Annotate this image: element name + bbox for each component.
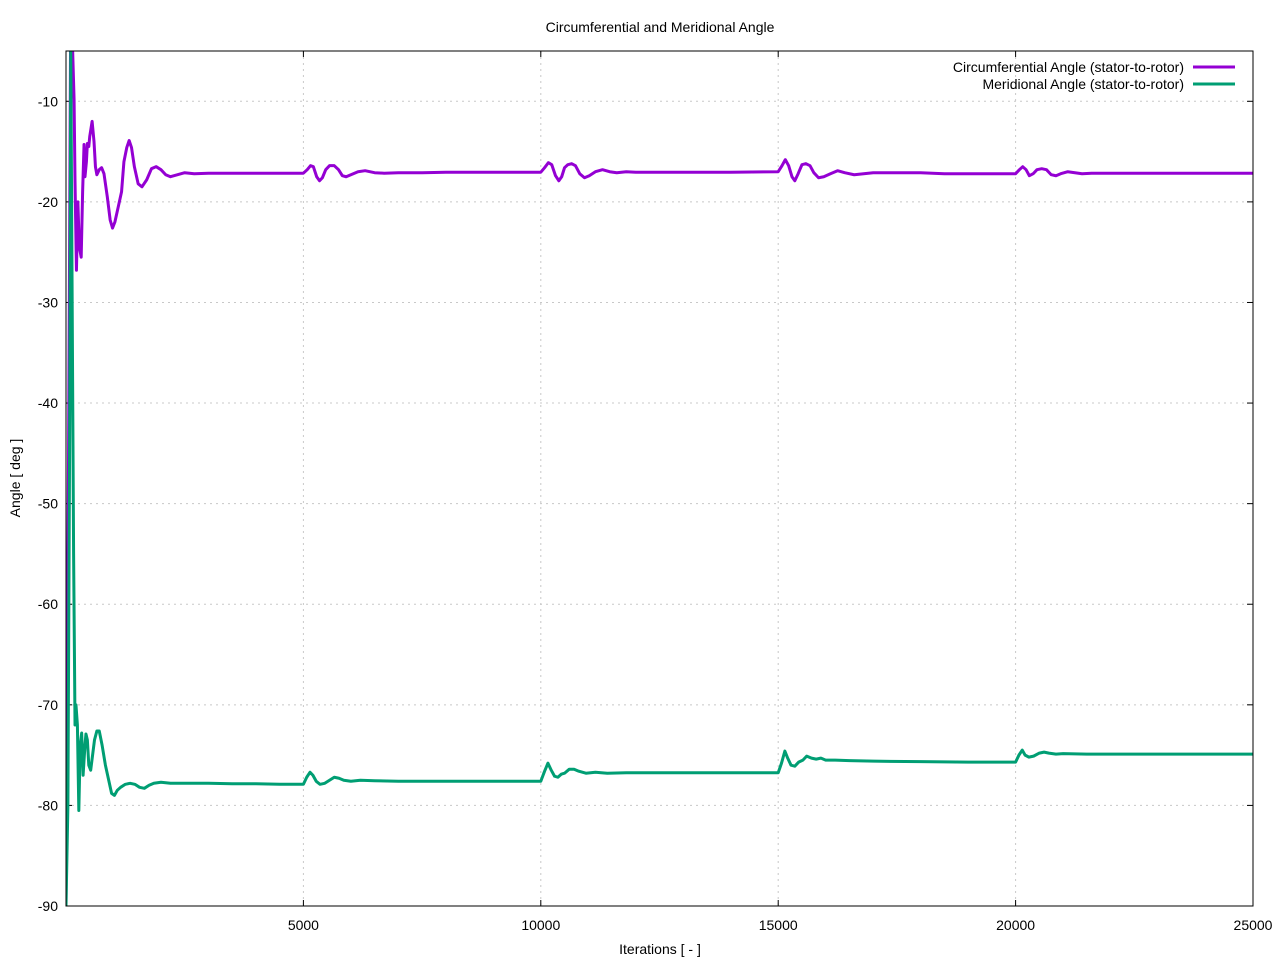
y-tick-label: -10 [38, 93, 58, 109]
y-tick-label: -30 [38, 294, 58, 310]
y-tick-label: -50 [38, 496, 58, 512]
legend-label-1: Circumferential Angle (stator-to-rotor) [953, 59, 1184, 75]
series-line-2 [66, 51, 1253, 906]
series-line-1 [66, 51, 1253, 906]
y-tick-label: -20 [38, 194, 58, 210]
chart-title: Circumferential and Meridional Angle [546, 19, 775, 35]
y-tick-label: -70 [38, 697, 58, 713]
plot-border [65, 50, 1254, 907]
y-tick-label: -90 [38, 898, 58, 914]
x-tick-label: 15000 [759, 917, 798, 933]
x-tick-label: 10000 [521, 917, 560, 933]
x-axis-title: Iterations [ - ] [619, 941, 701, 957]
y-tick-label: -40 [38, 395, 58, 411]
x-tick-label: 20000 [996, 917, 1035, 933]
y-tick-label: -80 [38, 797, 58, 813]
grid [66, 51, 1253, 906]
y-axis-title: Angle [ deg ] [7, 439, 23, 518]
y-tick-label: -60 [38, 596, 58, 612]
series-layer [66, 51, 1253, 906]
x-tick-label: 25000 [1234, 917, 1273, 933]
legend: Circumferential Angle (stator-to-rotor)M… [953, 59, 1235, 92]
legend-label-2: Meridional Angle (stator-to-rotor) [982, 76, 1184, 92]
axis-ticks: 5000 10000 15000 20000 25000 -90 -80 -70 -60 -50 -… [38, 51, 1273, 933]
x-tick-label: 5000 [288, 917, 319, 933]
